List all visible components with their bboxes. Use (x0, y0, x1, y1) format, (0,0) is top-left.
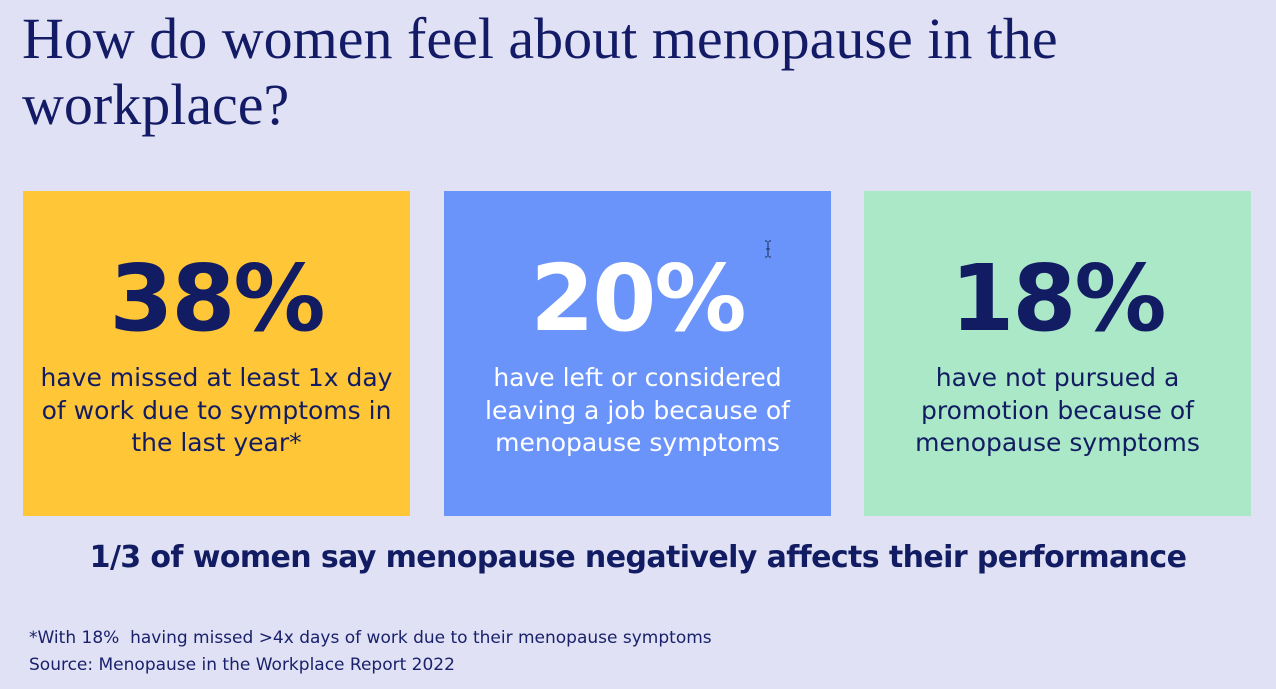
stat-description: have left or considered leaving a job be… (485, 363, 790, 457)
stat-value: 38% (109, 245, 325, 352)
page-title: How do women feel about menopause in the… (22, 6, 1058, 137)
footnote: *With 18% having missed >4x days of work… (29, 625, 712, 679)
footnote-note: *With 18% having missed >4x days of work… (29, 628, 712, 648)
stat-card-missed-work: 38% have missed at least 1x day of work … (23, 191, 410, 516)
footnote-source: Source: Menopause in the Workplace Repor… (29, 655, 455, 675)
stat-value: 18% (950, 245, 1166, 352)
stat-description: have not pursued a promotion because of … (915, 363, 1200, 457)
stat-description: have missed at least 1x day of work due … (40, 363, 393, 457)
stat-card-promotion: 18% have not pursued a promotion because… (864, 191, 1251, 516)
stat-card-left-job: 20% have left or considered leaving a jo… (444, 191, 831, 516)
text-cursor-icon (765, 240, 771, 258)
highlight-statement: 1/3 of women say menopause negatively af… (89, 540, 1187, 575)
stat-value: 20% (530, 245, 746, 352)
